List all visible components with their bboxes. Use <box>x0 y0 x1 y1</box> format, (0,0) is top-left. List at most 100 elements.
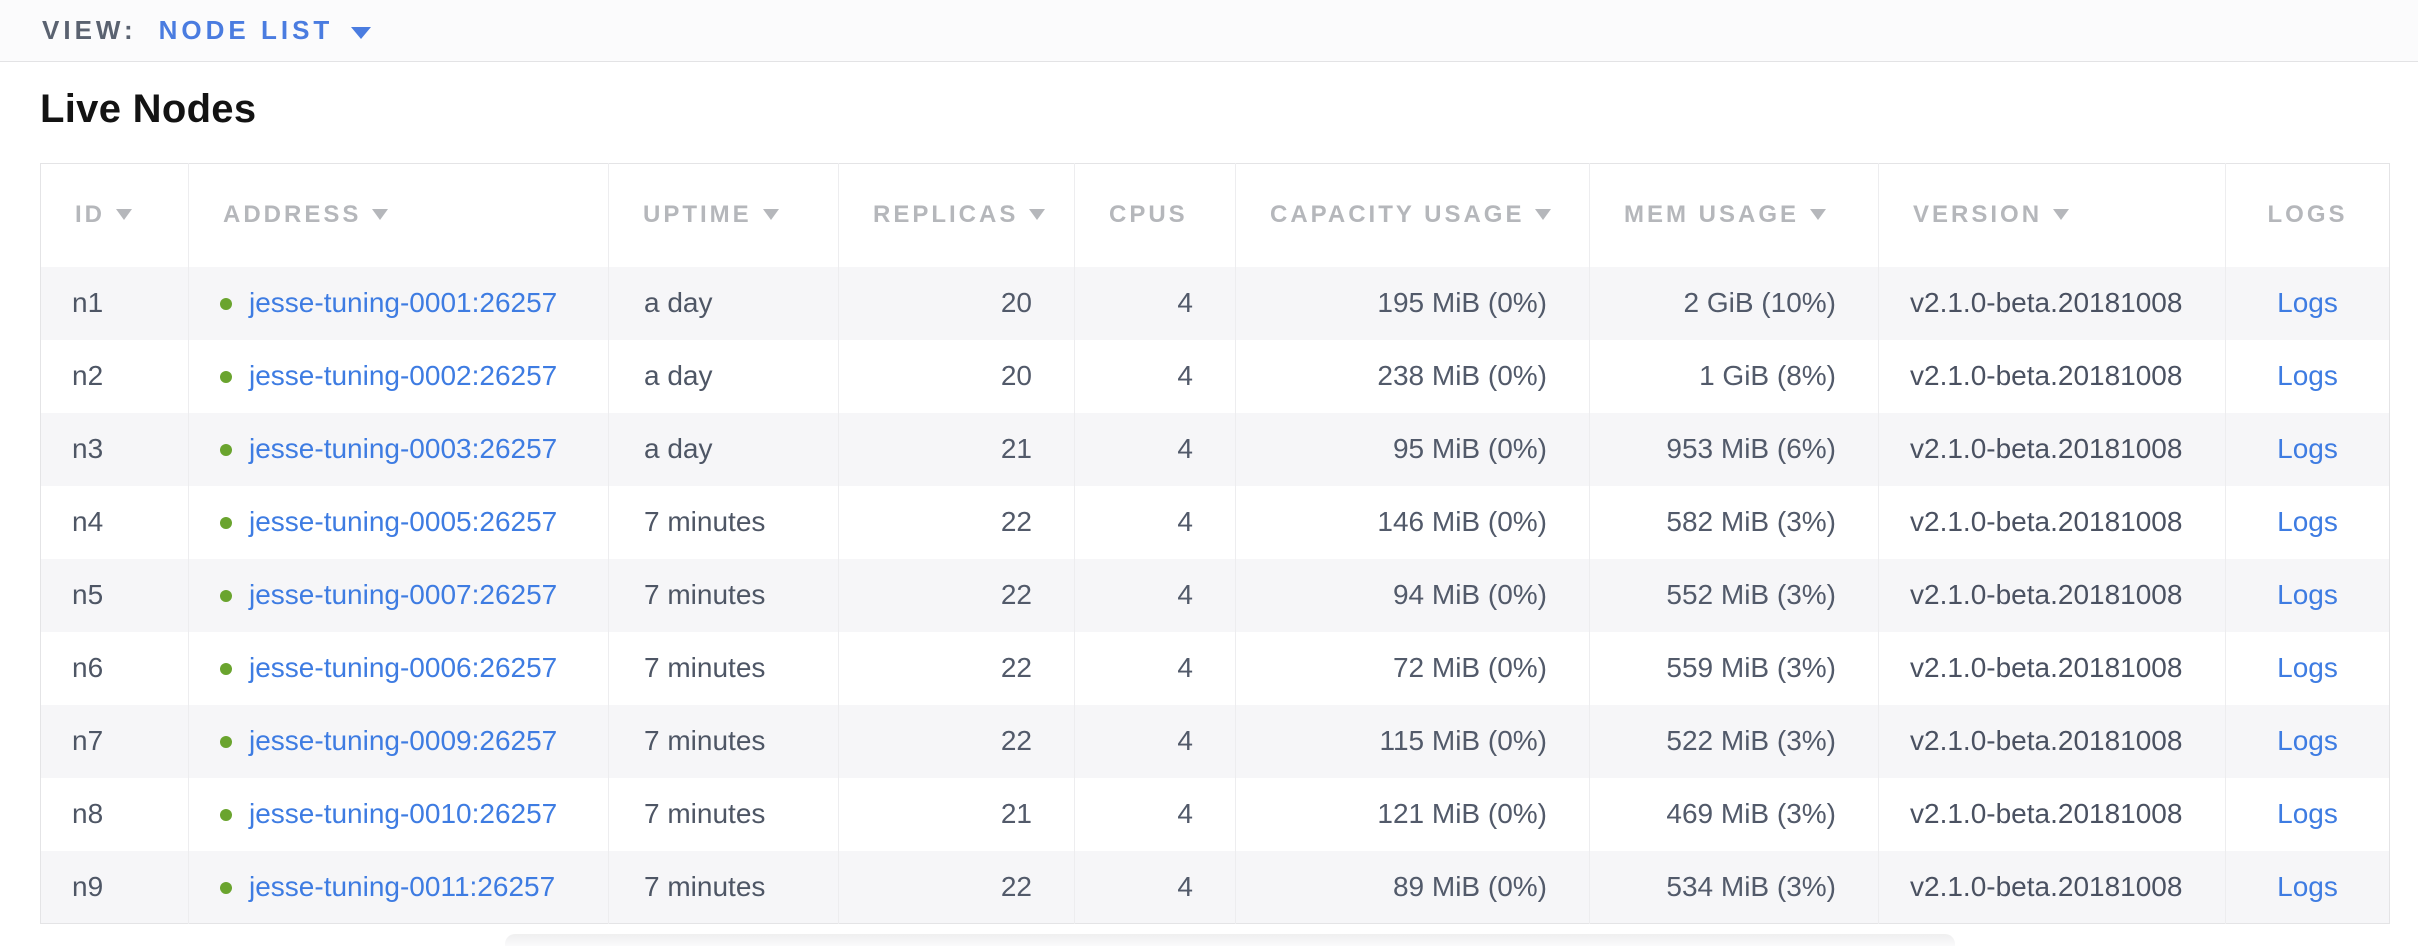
node-uptime-cell: 7 minutes <box>608 631 839 705</box>
node-id-cell: n6 <box>40 631 189 705</box>
node-capacity-usage-cell: 95 MiB (0%) <box>1235 412 1590 486</box>
node-address-link[interactable]: jesse-tuning-0011:26257 <box>249 870 556 902</box>
column-header[interactable]: REPLICAS <box>838 163 1075 267</box>
node-capacity-usage-cell: 89 MiB (0%) <box>1235 850 1590 924</box>
column-header[interactable]: ID <box>40 163 189 267</box>
node-logs-cell: Logs <box>2226 778 2390 851</box>
node-address-link[interactable]: jesse-tuning-0009:26257 <box>249 725 558 756</box>
node-logs-link[interactable]: Logs <box>2277 870 2338 902</box>
node-logs-link[interactable]: Logs <box>2277 579 2338 610</box>
node-replicas-cell: 22 <box>838 631 1075 705</box>
node-logs-link[interactable]: Logs <box>2277 433 2338 464</box>
table-row: n1 jesse-tuning-0001:26257 a day 20 4 19… <box>40 266 2390 340</box>
node-mem-usage-cell: 2 GiB (10%) <box>1589 266 1879 340</box>
node-cpus-cell: 4 <box>1074 777 1236 851</box>
node-uptime-cell: 7 minutes <box>608 777 839 851</box>
node-cpus-cell: 4 <box>1074 412 1236 486</box>
node-address-link[interactable]: jesse-tuning-0007:26257 <box>249 579 558 610</box>
node-replicas-cell: 20 <box>838 266 1075 340</box>
node-cpus-cell: 4 <box>1074 485 1236 559</box>
node-id-cell: n5 <box>40 558 189 632</box>
sort-desc-icon <box>1535 209 1552 221</box>
node-uptime-cell: a day <box>608 266 839 340</box>
node-logs-cell: Logs <box>2226 267 2390 340</box>
node-mem-usage-cell: 534 MiB (3%) <box>1589 850 1879 924</box>
node-capacity-usage-cell: 238 MiB (0%) <box>1235 339 1590 413</box>
node-mem-usage-cell: 953 MiB (6%) <box>1589 412 1879 486</box>
node-logs-cell: Logs <box>2226 632 2390 705</box>
node-uptime-cell: a day <box>608 339 839 413</box>
node-address-link[interactable]: jesse-tuning-0010:26257 <box>249 798 558 829</box>
node-version-cell: v2.1.0-beta.20181008 <box>1878 485 2226 559</box>
column-header-label: CPUS <box>1109 201 1188 229</box>
view-selected-value: NODE LIST <box>158 15 334 45</box>
table-row: n9 jesse-tuning-0011:26257 7 minutes 22 … <box>40 850 2390 924</box>
node-live-status-icon <box>220 371 232 383</box>
node-logs-link[interactable]: Logs <box>2277 506 2338 537</box>
node-address-link[interactable]: jesse-tuning-0005:26257 <box>249 506 558 537</box>
column-header[interactable]: UPTIME <box>608 163 839 267</box>
node-id-cell: n4 <box>40 485 189 559</box>
node-replicas-cell: 22 <box>838 485 1075 559</box>
node-cpus-cell: 4 <box>1074 631 1236 705</box>
column-header-label: REPLICAS <box>873 201 1019 229</box>
node-capacity-usage-cell: 115 MiB (0%) <box>1235 704 1590 778</box>
node-replicas-cell: 22 <box>838 704 1075 778</box>
table-row: n3 jesse-tuning-0003:26257 a day 21 4 95… <box>40 412 2390 486</box>
node-replicas-cell: 22 <box>838 850 1075 924</box>
sort-desc-icon <box>1810 209 1827 221</box>
node-capacity-usage-cell: 146 MiB (0%) <box>1235 485 1590 559</box>
node-address-cell: jesse-tuning-0009:26257 <box>188 704 609 778</box>
column-header[interactable]: CAPACITY USAGE <box>1235 163 1590 267</box>
table-row: n6 jesse-tuning-0006:26257 7 minutes 22 … <box>40 631 2390 705</box>
node-address-link[interactable]: jesse-tuning-0002:26257 <box>249 360 558 391</box>
node-logs-link[interactable]: Logs <box>2277 798 2338 829</box>
node-logs-link[interactable]: Logs <box>2277 725 2338 756</box>
node-version-cell: v2.1.0-beta.20181008 <box>1878 704 2226 778</box>
node-id-cell: n2 <box>40 339 189 413</box>
node-live-status-icon <box>220 663 232 675</box>
content-area: Live Nodes ID ADDRESS UPTIME REPLICAS CPUS CA… <box>0 87 2418 924</box>
node-logs-link[interactable]: Logs <box>2277 360 2338 391</box>
column-header-label: ADDRESS <box>223 201 362 229</box>
node-mem-usage-cell: 582 MiB (3%) <box>1589 485 1879 559</box>
node-live-status-icon <box>220 736 232 748</box>
node-uptime-cell: 7 minutes <box>608 850 839 924</box>
node-uptime-cell: 7 minutes <box>608 558 839 632</box>
node-version-cell: v2.1.0-beta.20181008 <box>1878 631 2226 705</box>
node-cpus-cell: 4 <box>1074 339 1236 413</box>
sort-desc-icon <box>116 209 132 221</box>
chevron-down-icon <box>351 26 372 39</box>
column-header[interactable]: LOGS <box>2226 164 2390 267</box>
column-header-label: UPTIME <box>643 201 752 229</box>
table-row: n5 jesse-tuning-0007:26257 7 minutes 22 … <box>40 558 2390 632</box>
node-address-link[interactable]: jesse-tuning-0003:26257 <box>249 433 558 464</box>
column-header-label: MEM USAGE <box>1624 201 1800 229</box>
table-row: n4 jesse-tuning-0005:26257 7 minutes 22 … <box>40 485 2390 559</box>
node-replicas-cell: 22 <box>838 558 1075 632</box>
node-live-status-icon <box>220 590 232 602</box>
table-header-row: ID ADDRESS UPTIME REPLICAS CPUS CAPACITY USAG… <box>40 163 2390 267</box>
node-capacity-usage-cell: 72 MiB (0%) <box>1235 631 1590 705</box>
node-cpus-cell: 4 <box>1074 850 1236 924</box>
view-bar: VIEW: NODE LIST <box>0 0 2418 62</box>
node-uptime-cell: a day <box>608 412 839 486</box>
bottom-panel-shadow <box>505 934 1955 946</box>
node-logs-link[interactable]: Logs <box>2277 287 2338 318</box>
node-logs-link[interactable]: Logs <box>2277 652 2338 683</box>
node-address-link[interactable]: jesse-tuning-0001:26257 <box>249 287 558 318</box>
node-version-cell: v2.1.0-beta.20181008 <box>1878 850 2226 924</box>
table-row: n7 jesse-tuning-0009:26257 7 minutes 22 … <box>40 704 2390 778</box>
column-header[interactable]: VERSION <box>1878 163 2226 267</box>
node-address-link[interactable]: jesse-tuning-0006:26257 <box>249 652 558 683</box>
node-address-cell: jesse-tuning-0007:26257 <box>188 558 609 632</box>
node-address-cell: jesse-tuning-0006:26257 <box>188 631 609 705</box>
column-header[interactable]: ADDRESS <box>188 163 609 267</box>
node-cpus-cell: 4 <box>1074 704 1236 778</box>
column-header[interactable]: MEM USAGE <box>1589 163 1879 267</box>
column-header[interactable]: CPUS <box>1074 163 1236 267</box>
view-selector-dropdown[interactable]: NODE LIST <box>159 15 372 46</box>
node-logs-cell: Logs <box>2226 851 2390 924</box>
node-uptime-cell: 7 minutes <box>608 485 839 559</box>
